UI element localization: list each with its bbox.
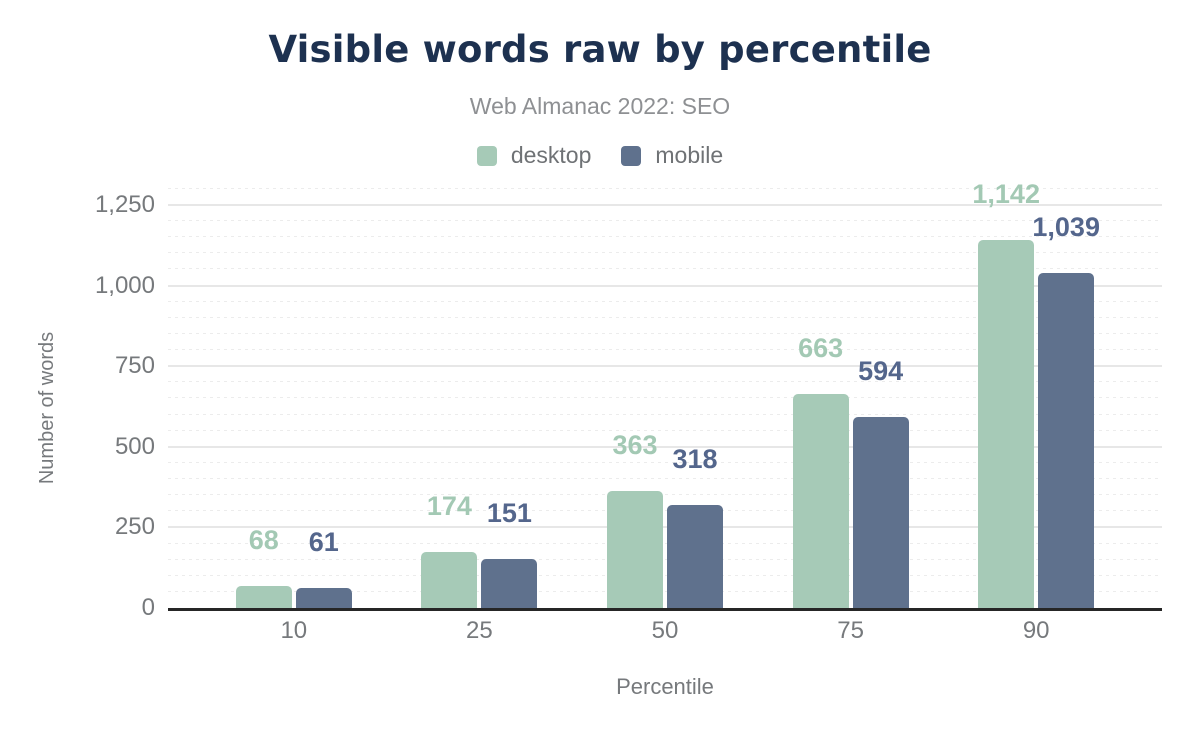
minor-gridline [168,510,1162,512]
minor-gridline [168,397,1162,399]
y-axis-title: Number of words [36,331,58,485]
x-axis-title: Percentile [616,674,714,699]
minor-gridline [168,429,1162,431]
minor-gridline [168,590,1162,592]
minor-gridline [168,316,1162,318]
major-gridline [168,284,1162,287]
y-tick-label: 0 [141,594,155,621]
y-tick-label: 250 [114,513,155,541]
minor-gridline [168,349,1162,351]
major-gridline [168,526,1162,529]
bar-mobile-p10[interactable] [295,588,352,608]
bar-mobile-p25[interactable] [481,559,538,608]
minor-gridline [168,300,1162,302]
legend-item-desktop[interactable]: desktop [476,142,592,169]
minor-gridline [168,220,1162,222]
legend-item-mobile[interactable]: mobile [621,142,723,169]
y-tick-label: 750 [114,352,155,380]
y-tick-label: 1,000 [94,271,155,299]
bar-mobile-p50[interactable] [667,505,723,608]
bar-value-label-desktop-p10: 68 [248,525,279,556]
chart-title: Visible words raw by percentile [268,28,932,71]
minor-gridline [168,252,1162,254]
bar-desktop-p90[interactable] [978,239,1035,608]
plot-area: 68 61 174 151 363 318 663 594 1,142 1,039 [168,180,1162,611]
bar-value-label-mobile-p75: 594 [858,355,904,386]
chart-subtitle: Web Almanac 2022: SEO [469,93,731,119]
bar-desktop-p50[interactable] [607,490,663,608]
minor-gridline [168,558,1162,560]
y-tick-label: 1,250 [94,191,155,218]
minor-gridline [168,461,1162,463]
bar-value-label-mobile-p50: 318 [672,444,718,475]
x-tick-label-50: 50 [651,617,679,644]
x-tick-label-10: 10 [280,617,308,644]
bar-value-label-desktop-p90: 1,142 [972,178,1040,209]
legend-item-label: desktop [510,142,592,168]
x-tick-label-75: 75 [837,617,864,644]
minor-gridline [168,187,1162,189]
bar-mobile-p75[interactable] [852,416,909,608]
legend: desktop mobile [0,142,1200,169]
bar-value-label-mobile-p90: 1,039 [1032,212,1100,243]
bar-mobile-p90[interactable] [1038,273,1095,608]
major-gridline [168,365,1162,368]
bar-desktop-p25[interactable] [421,551,478,608]
bar-desktop-p10[interactable] [235,586,292,608]
legend-item-label: mobile [655,142,724,168]
major-gridline [168,204,1162,206]
bar-value-label-mobile-p10: 61 [308,527,339,558]
minor-gridline [168,574,1162,576]
minor-gridline [168,381,1162,383]
bar-value-label-desktop-p25: 174 [426,490,472,521]
minor-gridline [168,478,1162,480]
minor-gridline [168,332,1162,334]
bar-desktop-p75[interactable] [792,394,849,608]
x-tick-label-90: 90 [1022,617,1050,644]
minor-gridline [168,413,1162,415]
legend-swatch-icon [621,145,642,166]
minor-gridline [168,542,1162,544]
minor-gridline [168,268,1162,270]
bar-value-label-desktop-p50: 363 [612,429,658,460]
x-axis-line [168,608,1162,611]
major-gridline [168,445,1162,448]
minor-gridline [168,494,1162,496]
minor-gridline [168,236,1162,238]
y-tick-label: 500 [114,432,155,460]
legend-swatch-icon [476,145,497,166]
x-tick-label-25: 25 [466,617,493,644]
bar-value-label-desktop-p75: 663 [798,333,844,364]
bar-value-label-mobile-p25: 151 [486,498,532,529]
